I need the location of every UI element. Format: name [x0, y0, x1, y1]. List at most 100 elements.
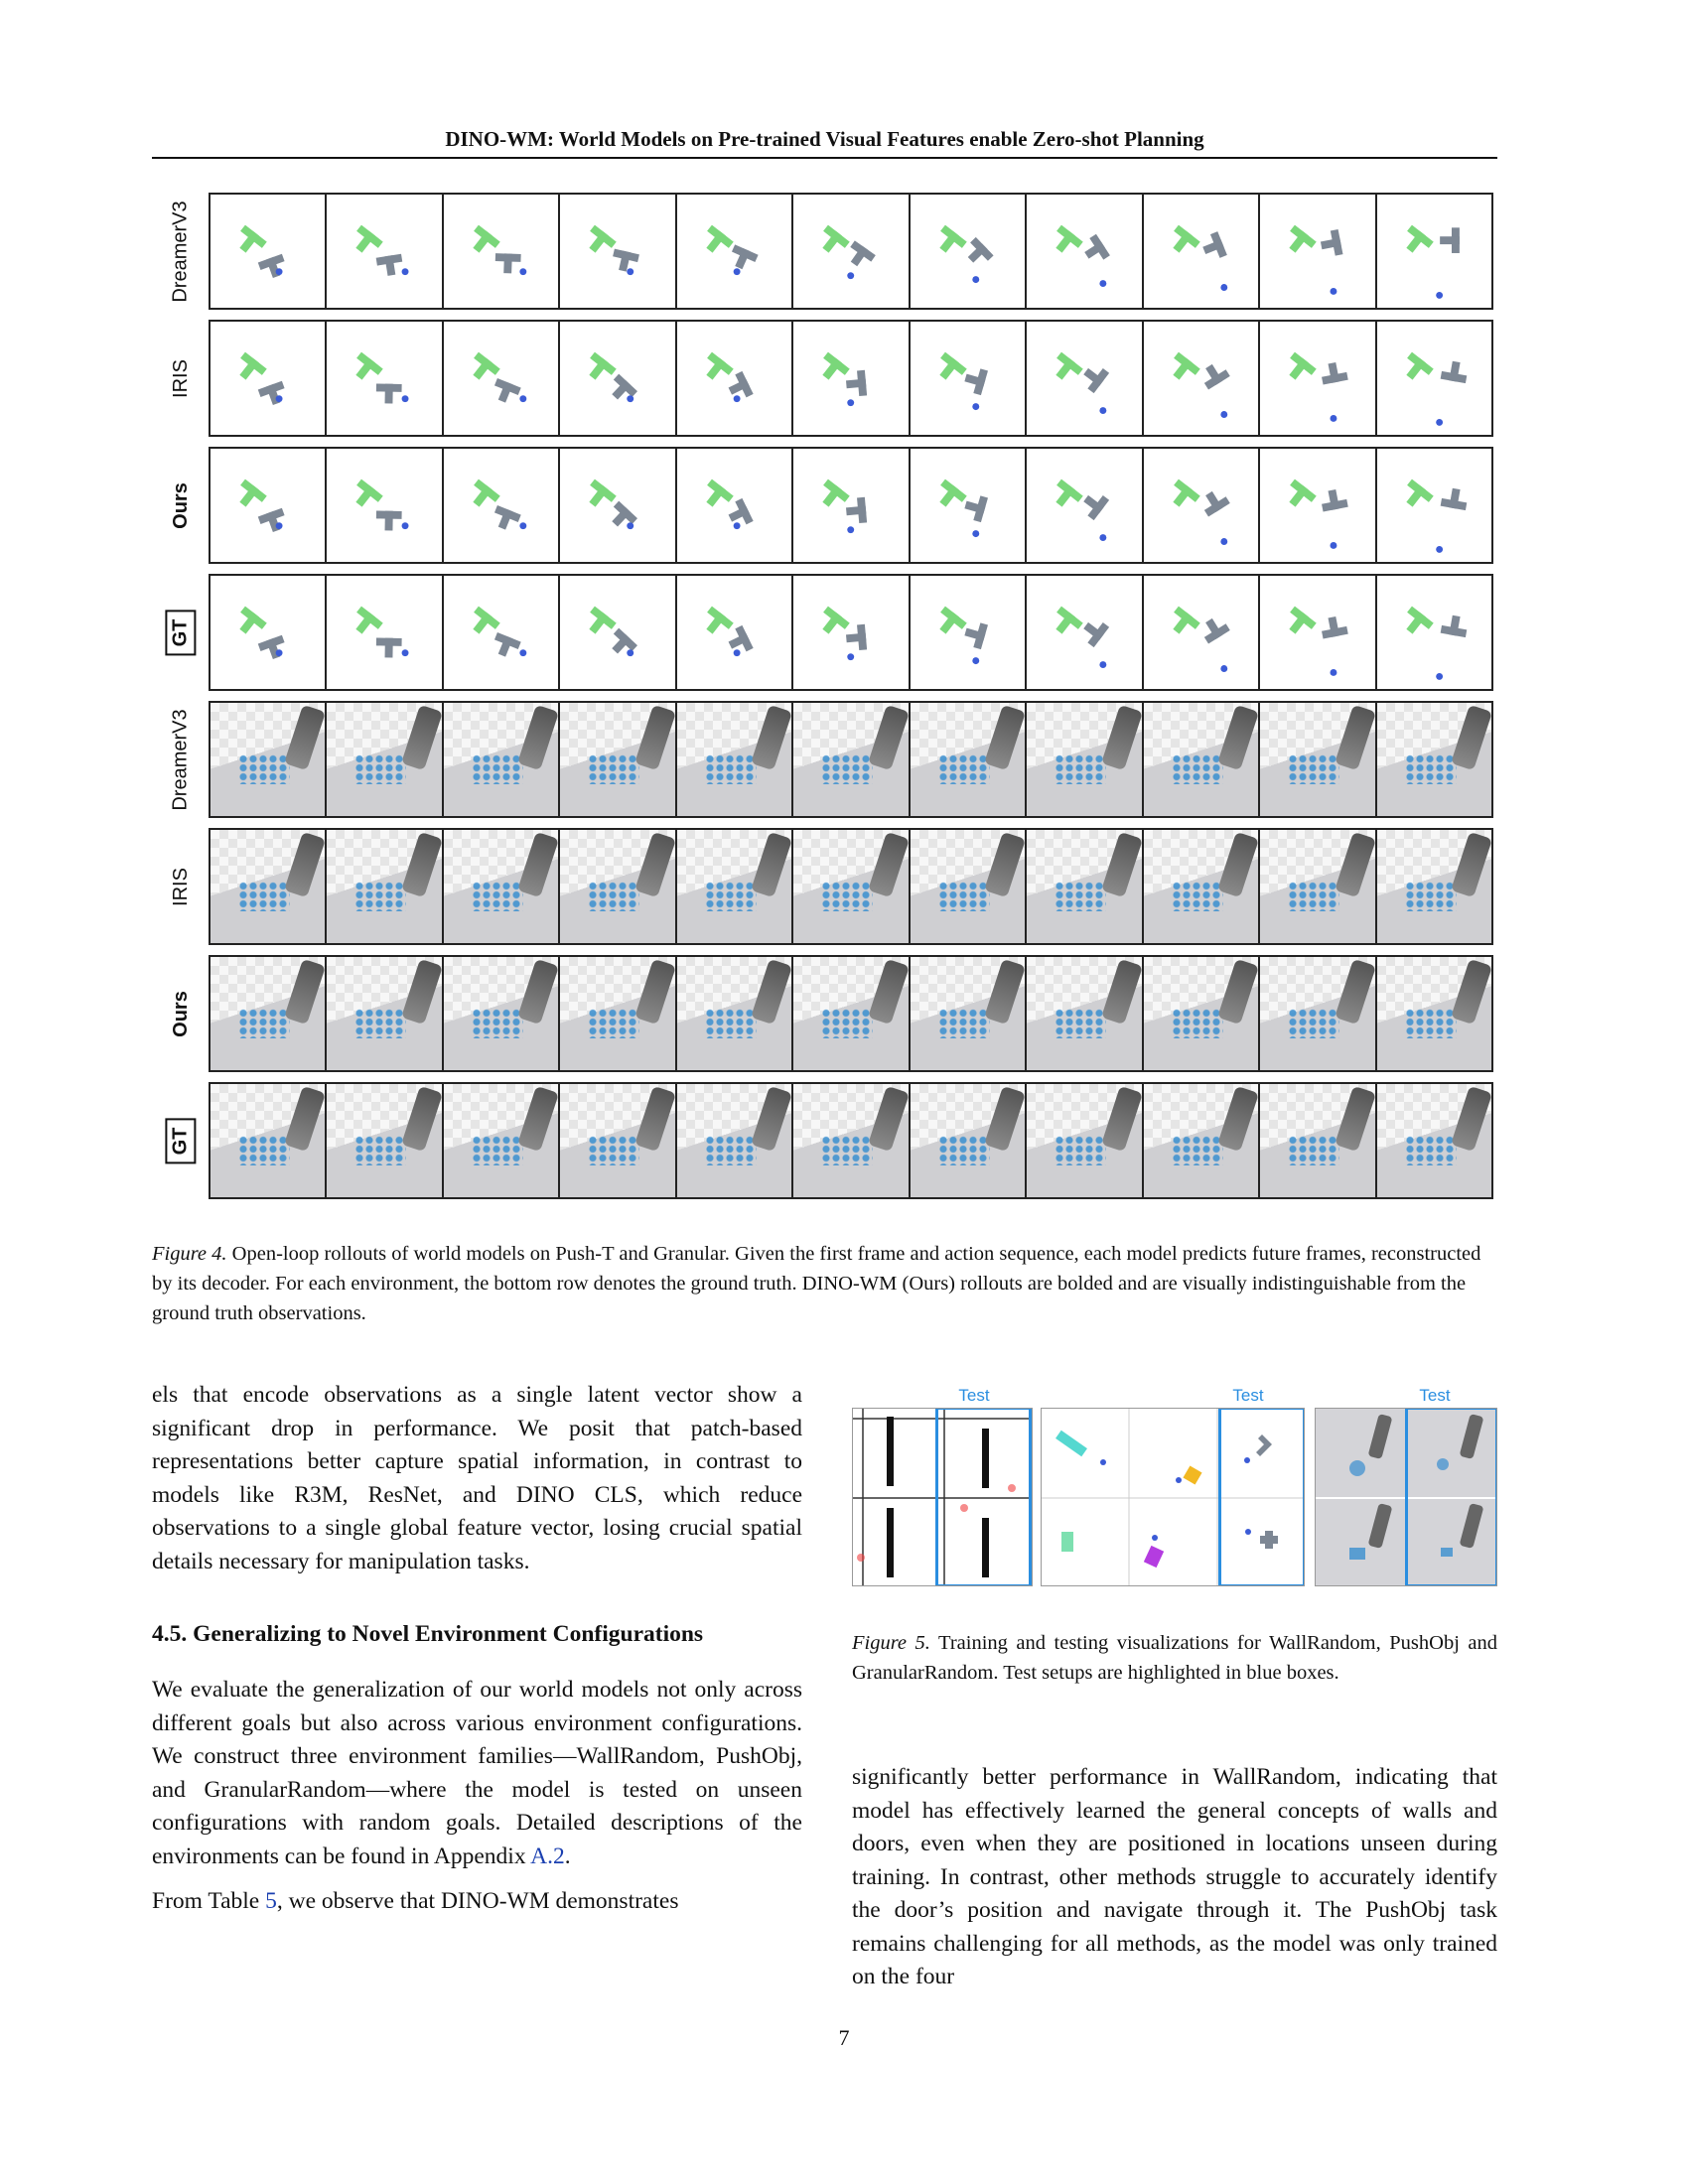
rollout-strip	[209, 574, 1493, 691]
figure-5-label: Figure 5.	[852, 1632, 930, 1654]
figure-4-caption: Figure 4. Open-loop rollouts of world mo…	[152, 1239, 1497, 1328]
rollout-strip	[209, 701, 1493, 818]
rollout-frame	[910, 830, 1028, 943]
rollout-frame	[793, 449, 911, 562]
rollout-frame	[560, 449, 677, 562]
row-label: Ours	[159, 447, 203, 564]
figure-4-caption-text: Open-loop rollouts of world models on Pu…	[152, 1243, 1481, 1324]
rollout-frame	[1260, 957, 1377, 1070]
figure-4-label: Figure 4.	[152, 1243, 227, 1265]
row-label: DreamerV3	[159, 701, 203, 818]
rollout-frame	[793, 322, 911, 435]
rollout-frame	[676, 957, 794, 1070]
wallrandom-illustration	[853, 1409, 1032, 1585]
rollout-frame	[910, 322, 1028, 435]
rollout-strip	[209, 1082, 1493, 1199]
rollout-frame	[327, 1084, 444, 1197]
rollout-frame	[1143, 703, 1261, 816]
rollout-frame	[1376, 1084, 1491, 1197]
rollout-frame	[676, 195, 794, 308]
figure-5-caption: Figure 5. Training and testing visualiza…	[852, 1628, 1497, 1688]
granular-test-box	[1405, 1409, 1496, 1585]
rollout-frame	[1376, 195, 1491, 308]
rollout-frame	[910, 195, 1028, 308]
row-label-text: DreamerV3	[169, 708, 192, 811]
rollout-frame	[676, 703, 794, 816]
rollout-strip	[209, 955, 1493, 1072]
rollout-frame	[211, 703, 328, 816]
p3-end: , we observe that DINO-WM demonstrates	[276, 1888, 679, 1914]
rollout-frame	[560, 1084, 677, 1197]
left-paragraph-2: We evaluate the generalization of our wo…	[152, 1674, 802, 1873]
rollout-frame	[443, 957, 561, 1070]
figure-5: Test Test Test	[852, 1386, 1497, 1600]
rollout-frame	[910, 1084, 1028, 1197]
rollout-strip	[209, 193, 1493, 310]
rollout-strip	[209, 828, 1493, 945]
section-heading: 4.5. Generalizing to Novel Environment C…	[152, 1621, 704, 1647]
rollout-frame	[1027, 830, 1144, 943]
rollout-frame	[793, 1084, 911, 1197]
rollout-frame	[443, 830, 561, 943]
left-column-body: We evaluate the generalization of our wo…	[152, 1674, 802, 1931]
rollout-frame	[443, 703, 561, 816]
rollout-frame	[676, 830, 794, 943]
rollout-frame	[910, 449, 1028, 562]
test-label-wall: Test	[958, 1386, 990, 1405]
row-label-text: DreamerV3	[169, 200, 192, 303]
rollout-strip	[209, 320, 1493, 437]
rollout-frame	[1376, 957, 1491, 1070]
row-label: GT	[159, 1082, 203, 1199]
rollout-frame	[443, 576, 561, 689]
rollout-frame	[211, 322, 328, 435]
rollout-frame	[676, 1084, 794, 1197]
p2-text: We evaluate the generalization of our wo…	[152, 1677, 802, 1869]
rollout-frame	[1260, 322, 1377, 435]
row-label-text: GT	[165, 1118, 197, 1163]
pushobj-illustration	[1042, 1409, 1304, 1585]
rollout-frame	[560, 703, 677, 816]
rollout-frame	[793, 703, 911, 816]
right-paragraph-1: significantly better performance in Wall…	[852, 1764, 1497, 1989]
table-link[interactable]: 5	[265, 1888, 277, 1914]
row-label: DreamerV3	[159, 193, 203, 310]
wallrandom-test-box	[935, 1409, 1032, 1585]
rollout-frame	[1027, 1084, 1144, 1197]
rollout-frame	[327, 449, 444, 562]
rollout-frame	[560, 322, 677, 435]
rollout-frame	[1027, 576, 1144, 689]
rollout-frame	[1376, 449, 1491, 562]
rollout-frame	[793, 576, 911, 689]
rollout-frame	[910, 576, 1028, 689]
figure-5-caption-text: Training and testing visualizations for …	[852, 1632, 1497, 1684]
rollout-frame	[1143, 957, 1261, 1070]
rollout-frame	[211, 195, 328, 308]
appendix-link[interactable]: A.2	[530, 1843, 565, 1869]
row-label-text: IRIS	[169, 867, 192, 906]
rollout-frame	[443, 449, 561, 562]
pushobj-panel	[1041, 1408, 1305, 1586]
rollout-frame	[327, 576, 444, 689]
row-label: IRIS	[159, 320, 203, 437]
rollout-frame	[1260, 576, 1377, 689]
rollout-frame	[1376, 322, 1491, 435]
rollout-frame	[327, 195, 444, 308]
rollout-frame	[443, 195, 561, 308]
rollout-frame	[676, 576, 794, 689]
row-label-text: Ours	[169, 481, 192, 529]
rollout-frame	[1027, 957, 1144, 1070]
rollout-frame	[1143, 830, 1261, 943]
rollout-frame	[327, 957, 444, 1070]
rollout-frame	[1027, 322, 1144, 435]
rollout-frame	[793, 957, 911, 1070]
rollout-frame	[1260, 1084, 1377, 1197]
rollout-frame	[560, 195, 677, 308]
rollout-frame	[560, 830, 677, 943]
wallrandom-panel	[852, 1408, 1033, 1586]
rollout-frame	[211, 957, 328, 1070]
rollout-frame	[327, 322, 444, 435]
rollout-frame	[910, 703, 1028, 816]
rollout-frame	[1260, 830, 1377, 943]
rollout-frame	[1260, 195, 1377, 308]
granular-panel	[1315, 1408, 1497, 1586]
